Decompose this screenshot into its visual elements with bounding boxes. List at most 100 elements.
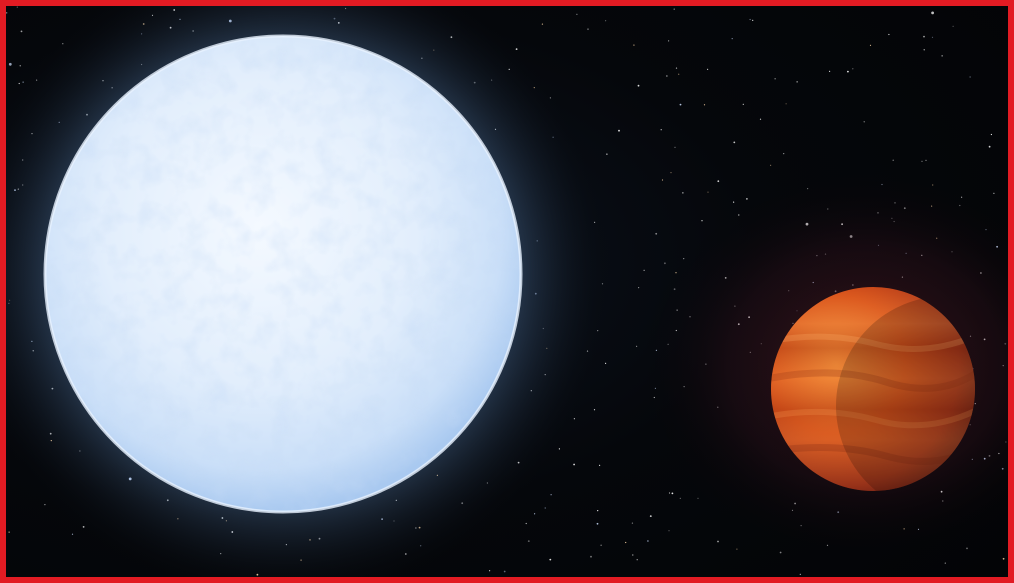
background-star: [6, 12, 8, 14]
background-star: [923, 35, 925, 38]
background-star: [952, 25, 954, 27]
background-star: [590, 555, 592, 558]
background-star: [631, 522, 634, 524]
background-star: [666, 75, 668, 77]
background-star: [679, 103, 682, 106]
background-star: [863, 121, 865, 123]
background-star: [525, 522, 527, 525]
background-star: [593, 409, 596, 411]
background-star: [993, 192, 995, 194]
background-star: [633, 44, 635, 46]
background-star: [605, 362, 607, 364]
background-star: [632, 554, 634, 556]
background-star: [668, 492, 671, 494]
background-star: [988, 145, 991, 148]
background-star: [759, 118, 762, 120]
background-star: [550, 494, 552, 496]
background-star: [8, 531, 10, 533]
hot-jupiter-exoplanet-icon: [771, 287, 975, 491]
background-star: [606, 153, 608, 155]
background-star: [770, 164, 772, 166]
background-star: [990, 133, 993, 136]
background-star: [618, 129, 620, 132]
background-star: [587, 28, 589, 31]
background-star: [749, 18, 751, 21]
background-star: [664, 262, 666, 265]
background-star: [576, 13, 578, 15]
background-star: [600, 544, 602, 546]
background-star: [573, 463, 575, 466]
background-star: [931, 36, 934, 38]
background-star: [671, 492, 674, 495]
background-star: [638, 287, 640, 289]
background-star: [774, 78, 776, 80]
background-star: [636, 345, 638, 347]
background-star: [636, 559, 638, 561]
background-star: [534, 513, 536, 515]
background-star: [503, 570, 506, 573]
space-scene: [6, 6, 1008, 577]
background-star: [675, 67, 678, 69]
background-star: [679, 497, 681, 499]
background-star: [544, 507, 546, 509]
background-star: [649, 515, 652, 517]
background-star: [682, 192, 684, 194]
background-star: [643, 269, 645, 271]
background-star: [541, 23, 544, 25]
background-star: [605, 20, 607, 22]
background-star: [852, 68, 854, 70]
background-star: [670, 172, 672, 174]
background-star: [888, 33, 890, 36]
background-star: [785, 103, 787, 105]
background-star: [892, 159, 894, 161]
background-star: [703, 104, 706, 106]
background-star: [489, 570, 491, 572]
background-star: [796, 81, 798, 83]
background-star: [655, 232, 658, 235]
background-star: [966, 547, 968, 550]
background-star: [16, 6, 18, 8]
background-star: [1002, 557, 1005, 560]
background-star: [752, 19, 754, 21]
background-star: [625, 541, 627, 544]
background-star: [731, 38, 733, 40]
background-star: [661, 179, 664, 181]
background-star: [527, 540, 530, 542]
background-star: [674, 146, 676, 148]
background-star: [742, 103, 744, 105]
background-star: [799, 573, 801, 576]
background-star: [701, 220, 703, 222]
background-star: [733, 141, 736, 144]
background-star: [71, 533, 74, 535]
background-star: [673, 8, 675, 10]
background-star: [668, 530, 670, 532]
background-star: [20, 30, 23, 33]
background-star: [847, 70, 849, 73]
background-star: [678, 73, 680, 75]
background-star: [779, 551, 782, 554]
background-star: [717, 540, 719, 543]
background-star: [44, 504, 46, 506]
background-star: [8, 62, 12, 66]
background-star: [549, 558, 552, 561]
background-star: [647, 540, 649, 542]
background-star: [925, 159, 927, 161]
background-star: [944, 562, 946, 564]
background-star: [668, 40, 670, 42]
background-star: [923, 49, 925, 51]
background-star: [596, 522, 599, 525]
background-star: [829, 70, 831, 72]
background-star: [869, 44, 872, 47]
background-star: [736, 548, 738, 550]
background-star: [19, 65, 21, 67]
background-star: [637, 84, 640, 87]
background-star: [707, 68, 709, 70]
background-star: [599, 464, 601, 466]
background-star: [969, 76, 971, 78]
background-star: [707, 191, 709, 193]
background-star: [931, 11, 934, 15]
background-star: [717, 180, 720, 183]
background-star: [597, 510, 599, 512]
background-star: [660, 129, 662, 131]
